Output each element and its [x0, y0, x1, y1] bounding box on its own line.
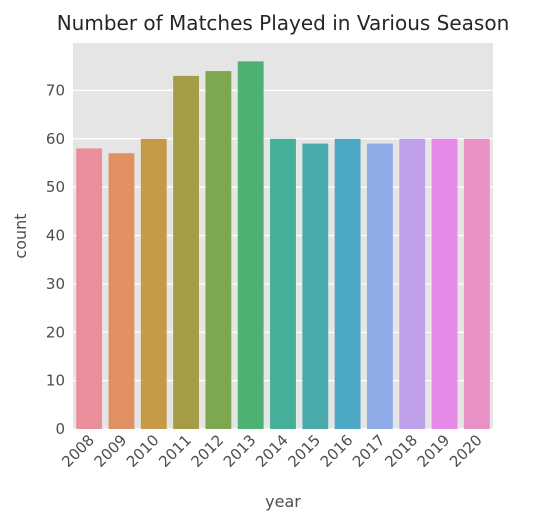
- x-tick-label: 2011: [155, 431, 195, 471]
- y-tick-labels: 0 10 20 30 40 50 60 70: [46, 81, 65, 438]
- x-tick-label: 2012: [187, 431, 227, 471]
- bar-2014: [270, 138, 296, 430]
- bar-2020: [463, 138, 490, 430]
- x-tick-label: 2018: [381, 431, 421, 471]
- x-tick-label: 2014: [252, 431, 292, 471]
- x-tick-label: 2009: [91, 431, 131, 471]
- x-tick-label: 2015: [284, 431, 324, 471]
- y-tick-label: 60: [46, 130, 65, 148]
- bar-2018: [399, 138, 426, 430]
- bar-2011: [173, 75, 199, 430]
- x-tick-label: 2019: [414, 431, 454, 471]
- bar-2015: [302, 143, 329, 430]
- y-tick-label: 30: [46, 275, 65, 293]
- x-tick-label: 2016: [317, 431, 357, 471]
- bar-2008: [76, 148, 103, 430]
- y-axis-label: count: [11, 213, 30, 258]
- bar-2013: [237, 61, 264, 429]
- y-tick-label: 70: [46, 81, 65, 99]
- x-tick-label: 2020: [446, 431, 486, 471]
- chart-title: Number of Matches Played in Various Seas…: [57, 11, 510, 35]
- x-tick-label: 2010: [123, 431, 163, 471]
- bar-2016: [334, 138, 361, 430]
- y-tick-label: 10: [46, 372, 65, 390]
- bar-2017: [367, 143, 393, 430]
- y-tick-label: 0: [55, 420, 65, 438]
- x-tick-label: 2017: [349, 431, 389, 471]
- y-tick-label: 40: [46, 227, 65, 245]
- y-tick-label: 50: [46, 178, 65, 196]
- y-tick-label: 20: [46, 323, 65, 341]
- bars: [76, 61, 490, 430]
- bar-2010: [140, 138, 167, 430]
- bar-2019: [431, 138, 458, 430]
- x-tick-labels: 2008200920102011201220132014201520162017…: [58, 431, 485, 471]
- bar-2012: [205, 71, 232, 429]
- x-axis-label: year: [265, 492, 301, 511]
- bar-2009: [108, 153, 135, 430]
- x-tick-label: 2013: [220, 431, 260, 471]
